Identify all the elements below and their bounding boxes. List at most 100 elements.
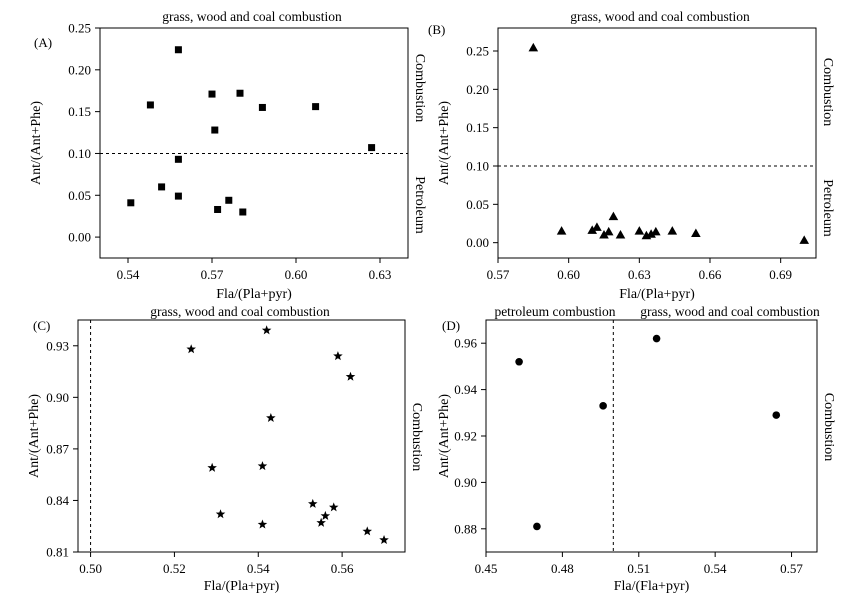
- data-point: [333, 351, 343, 361]
- data-point: [127, 199, 135, 207]
- data-point: [667, 226, 678, 235]
- data-point: [146, 101, 154, 109]
- data-point: [258, 103, 266, 111]
- chart-title: grass, wood and coal combustion: [150, 304, 330, 319]
- x-axis-label: Fla/(Fla+pyr): [614, 579, 690, 594]
- y-tick-label: 0.20: [466, 82, 489, 97]
- y-tick-label: 0.05: [68, 188, 91, 203]
- y-tick-label: 0.25: [466, 44, 489, 59]
- x-tick-label: 0.60: [285, 267, 308, 282]
- data-point: [158, 183, 166, 191]
- x-tick-label: 0.56: [331, 561, 354, 576]
- data-point: [515, 357, 523, 366]
- data-point: [772, 411, 781, 419]
- data-point: [174, 155, 182, 163]
- x-tick-label: 0.50: [79, 561, 102, 576]
- y-axis-label: Ant/(Ant+Phe): [437, 101, 452, 185]
- x-tick-label: 0.63: [628, 267, 651, 282]
- x-axis-label: Fla/(Pla+pyr): [619, 287, 695, 302]
- x-tick-label: 0.60: [557, 267, 580, 282]
- data-point: [599, 402, 607, 410]
- data-point: [528, 42, 539, 52]
- region-label-lower: Petroleum: [412, 176, 427, 234]
- y-tick-label: 0.90: [46, 390, 69, 405]
- chart-panel: grass, wood and coal combustion (A) 0.54 0.…: [29, 9, 427, 302]
- data-point: [799, 235, 810, 244]
- x-tick-label: 0.54: [117, 267, 140, 282]
- x-tick-label: 0.45: [475, 561, 498, 576]
- x-tick-label: 0.69: [769, 267, 792, 282]
- data-point: [266, 412, 276, 422]
- region-label-upper: Combustion: [412, 54, 427, 122]
- data-point: [316, 517, 326, 527]
- data-point: [320, 510, 331, 520]
- y-tick-label: 0.05: [466, 197, 489, 212]
- data-point: [186, 344, 196, 354]
- chart-title: grass, wood and coal combustion: [162, 9, 342, 24]
- plot-frame: [77, 319, 406, 553]
- data-point: [634, 226, 645, 235]
- x-tick-label: 0.63: [369, 267, 392, 282]
- plot-frame: [497, 27, 817, 259]
- x-tick-label: 0.54: [704, 561, 727, 576]
- data-point: [608, 211, 619, 221]
- y-tick-label: 0.88: [454, 521, 477, 536]
- data-point: [208, 90, 216, 98]
- region-label-upper: Combustion: [409, 403, 424, 471]
- y-axis-label: Ant/(Ant+Phe): [29, 101, 44, 185]
- y-tick-label: 0.15: [466, 120, 489, 135]
- data-point: [646, 229, 656, 238]
- y-tick-label: 0.15: [68, 104, 91, 119]
- x-tick-label: 0.48: [551, 561, 574, 576]
- y-tick-label: 0.93: [46, 338, 69, 353]
- x-tick-label: 0.66: [699, 267, 722, 282]
- x-tick-label: 0.52: [163, 561, 186, 576]
- x-tick-label: 0.51: [627, 561, 650, 576]
- y-tick-label: 0.10: [68, 146, 91, 161]
- data-point: [533, 522, 541, 531]
- data-point: [368, 144, 376, 152]
- x-tick-label: 0.57: [780, 561, 803, 576]
- y-tick-label: 0.10: [466, 159, 489, 174]
- data-point: [379, 534, 389, 545]
- data-point: [174, 46, 182, 54]
- y-tick-label: 0.00: [466, 235, 489, 250]
- data-point: [556, 226, 567, 235]
- plot-frame: [99, 27, 409, 259]
- y-tick-label: 0.92: [454, 429, 477, 444]
- chart-panel: grass, wood and coal combustion (C) 0.50 0.…: [27, 304, 424, 594]
- data-point: [592, 222, 602, 231]
- data-point: [652, 334, 661, 343]
- data-point: [651, 226, 661, 236]
- y-tick-label: 0.84: [46, 493, 69, 508]
- data-point: [174, 192, 182, 200]
- data-point: [261, 325, 272, 335]
- region-label-lower: Petroleum: [820, 179, 835, 237]
- chart-title-left: petroleum combustion: [494, 304, 615, 319]
- chart-panel: grass, wood and coal combustion (B) 0.57 0.…: [428, 9, 835, 302]
- y-axis-label: Ant/(Ant+Phe): [27, 394, 42, 478]
- data-point: [207, 462, 217, 472]
- y-tick-label: 0.81: [46, 545, 69, 560]
- data-point: [328, 502, 339, 512]
- data-point: [312, 103, 320, 111]
- data-point: [599, 230, 609, 239]
- data-point: [308, 498, 318, 508]
- data-point: [362, 526, 373, 536]
- y-tick-label: 0.96: [454, 336, 477, 351]
- data-point: [345, 371, 356, 381]
- data-point: [257, 519, 268, 529]
- x-axis-label: Fla/(Pla+pyr): [216, 287, 292, 302]
- panel-label: (B): [428, 22, 445, 37]
- region-label-upper: Combustion: [821, 393, 836, 461]
- y-tick-label: 0.25: [68, 21, 91, 36]
- data-point: [214, 205, 222, 213]
- y-tick-label: 0.90: [454, 475, 477, 490]
- y-tick-label: 0.87: [46, 441, 69, 456]
- x-axis-label: Fla/(Pla+pyr): [204, 579, 280, 594]
- data-point: [603, 226, 614, 236]
- chart-title: grass, wood and coal combustion: [640, 304, 820, 319]
- data-point: [225, 196, 233, 204]
- data-point: [615, 230, 626, 239]
- data-point: [215, 509, 226, 519]
